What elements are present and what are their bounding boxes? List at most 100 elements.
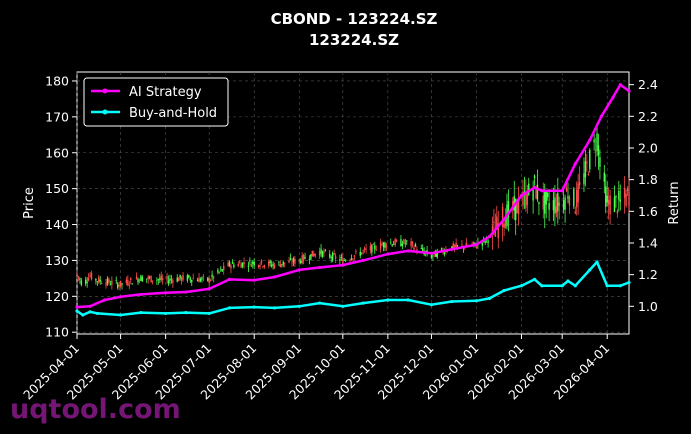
candle-body xyxy=(394,239,396,246)
candle-body xyxy=(148,276,151,278)
candle-body xyxy=(533,175,536,179)
y-left-tick-label: 130 xyxy=(45,253,69,268)
candle-body xyxy=(342,258,344,265)
candle-body xyxy=(90,272,93,280)
candle-body xyxy=(106,278,109,284)
candle-body xyxy=(304,256,306,259)
y-right-tick-label: 2.0 xyxy=(638,140,658,155)
candle-body xyxy=(85,279,87,284)
candle-body xyxy=(385,244,388,247)
series-point-ai-strategy xyxy=(573,162,577,166)
candle-body xyxy=(618,190,620,200)
candle-body xyxy=(615,195,617,198)
series-point-ai-strategy xyxy=(118,295,123,299)
candle-body xyxy=(300,260,302,264)
candle-body xyxy=(220,268,222,270)
series-point-buy-and-hold xyxy=(297,304,301,308)
series-point-buy-and-hold xyxy=(317,301,322,305)
y-right-tick-label: 1.8 xyxy=(638,172,658,187)
series-point-ai-strategy xyxy=(386,252,390,256)
series-point-ai-strategy xyxy=(502,217,506,221)
series-point-buy-and-hold xyxy=(207,311,211,316)
candle-body xyxy=(557,192,559,212)
candle-body xyxy=(381,244,383,246)
candle-body xyxy=(162,278,164,280)
legend-label-ai-strategy: AI Strategy xyxy=(129,85,202,100)
candle-body xyxy=(350,257,353,260)
series-point-buy-and-hold xyxy=(272,306,277,310)
candle-body xyxy=(294,258,296,264)
candle-body xyxy=(281,264,283,266)
candle-body xyxy=(268,261,270,266)
candle-body xyxy=(526,193,529,205)
candle-body xyxy=(416,249,418,251)
candle-body xyxy=(497,223,499,239)
candle-body xyxy=(599,156,601,167)
candle-body xyxy=(199,279,202,282)
candle-body xyxy=(77,276,80,278)
candle-body xyxy=(443,252,446,255)
candle-body xyxy=(211,274,213,277)
series-point-ai-strategy xyxy=(341,263,345,267)
y-axis-right-label: Return xyxy=(667,181,682,224)
candle-body xyxy=(260,259,263,264)
series-point-buy-and-hold xyxy=(605,284,609,288)
candle-body xyxy=(218,271,221,273)
candle-body xyxy=(554,197,556,214)
candle-body xyxy=(546,192,549,197)
candle-body xyxy=(514,198,517,220)
candle-body xyxy=(414,244,417,247)
y-left-tick-label: 140 xyxy=(45,217,69,232)
candle-body xyxy=(233,264,235,268)
series-point-buy-and-hold xyxy=(532,277,537,281)
candle-body xyxy=(548,203,550,210)
candle-body xyxy=(400,239,402,247)
candle-body xyxy=(353,255,356,257)
candle-body xyxy=(484,241,486,243)
candle-body xyxy=(503,223,505,228)
candle-body xyxy=(578,181,581,186)
candle-body xyxy=(170,279,173,281)
candle-body xyxy=(567,196,569,199)
candle-body xyxy=(262,266,264,268)
candle-body xyxy=(166,276,168,280)
legend: AI Strategy Buy-and-Hold xyxy=(83,77,229,127)
candle-body xyxy=(564,197,566,210)
legend-marker-ai-strategy xyxy=(102,88,108,94)
candle-body xyxy=(374,245,376,250)
candle-body xyxy=(179,274,181,279)
candle-body xyxy=(323,251,325,254)
y-axis-left: 110 120 130 140 150 160 170 180 xyxy=(45,73,77,340)
candle-body xyxy=(76,273,78,274)
candle-body xyxy=(542,195,544,210)
candle-body xyxy=(361,252,363,255)
y-left-tick-label: 120 xyxy=(45,289,69,304)
candle-body xyxy=(475,247,478,249)
candle-body xyxy=(284,262,286,264)
candle-body xyxy=(230,265,232,269)
candle-body xyxy=(150,275,152,283)
series-point-ai-strategy xyxy=(611,95,615,99)
candle-body xyxy=(243,262,245,265)
candle-body xyxy=(292,258,295,263)
series-point-ai-strategy xyxy=(317,265,322,270)
candle-body xyxy=(626,188,629,192)
candle-body xyxy=(192,278,194,279)
candle-body xyxy=(116,283,119,288)
series-point-buy-and-hold xyxy=(627,280,631,285)
candle-body xyxy=(382,242,385,248)
candle-body xyxy=(221,269,223,272)
candle-body xyxy=(522,191,524,206)
series-point-buy-and-hold xyxy=(573,284,577,288)
candle-body xyxy=(105,282,107,286)
series-line-buy-and-hold xyxy=(76,260,630,317)
candle-body xyxy=(607,199,610,205)
chart-subtitle: 123224.SZ xyxy=(309,31,399,49)
y-left-tick-label: 160 xyxy=(45,145,69,160)
candle-body xyxy=(573,188,575,207)
candle-body xyxy=(272,263,274,266)
candle-body xyxy=(140,275,142,281)
candle-body xyxy=(395,239,398,242)
candle-body xyxy=(403,239,405,244)
